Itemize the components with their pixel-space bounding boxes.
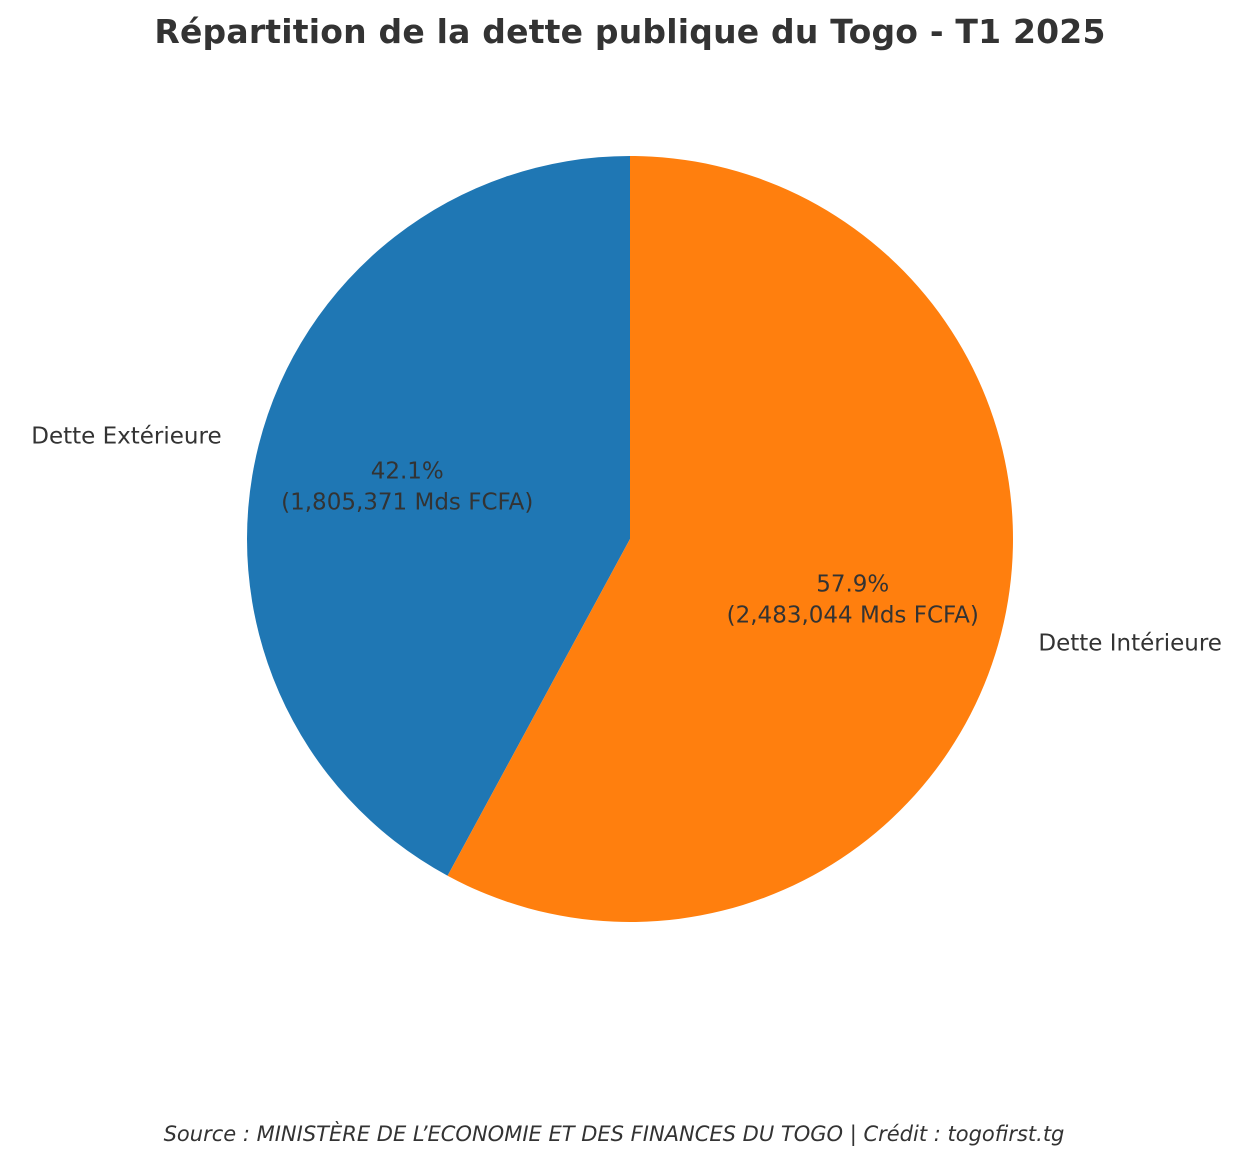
value-label-0: (1,805,371 Mds FCFA) (281, 490, 533, 516)
percent-label-1: 57.9% (816, 571, 889, 597)
pie-slice-1 (447, 156, 1013, 922)
chart-title: Répartition de la dette publique du Togo… (154, 12, 1106, 51)
slice-label-0: Dette Extérieure (31, 423, 221, 449)
value-label-1: (2,483,044 Mds FCFA) (727, 602, 979, 628)
source-note: Source : MINISTÈRE DE L’ECONOMIE ET DES … (163, 1122, 1065, 1146)
pie-slice-0 (246, 156, 630, 876)
percent-label-0: 42.1% (371, 459, 444, 485)
slice-label-1: Dette Intérieure (1038, 631, 1222, 657)
